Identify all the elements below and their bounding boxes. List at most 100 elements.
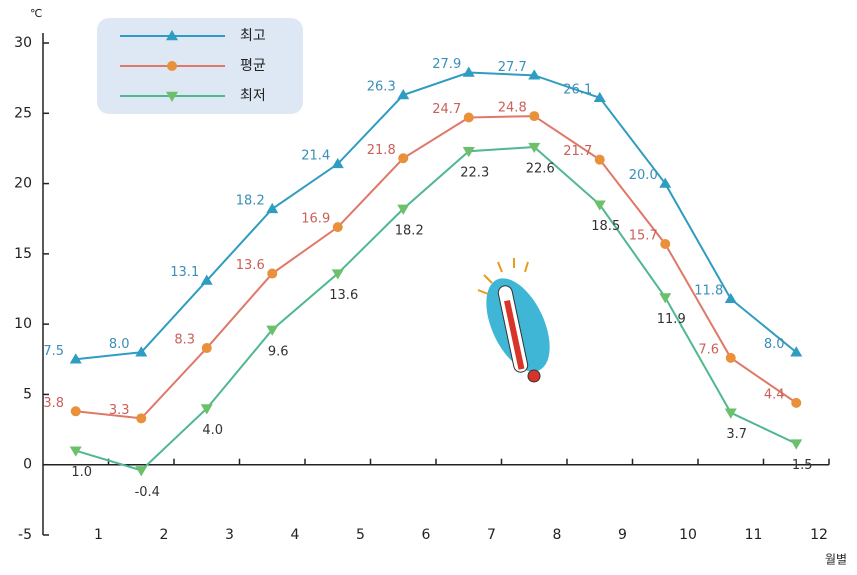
series-line: [75, 71, 797, 361]
marker: [167, 61, 177, 71]
data-label: 3.3: [109, 403, 130, 418]
legend-label: 평균: [240, 58, 266, 74]
y-tick-label: 25: [14, 105, 32, 121]
marker: [135, 466, 148, 477]
marker: [166, 30, 178, 41]
marker: [528, 142, 541, 154]
data-label: 1.0: [71, 465, 92, 480]
series-line: [75, 115, 797, 420]
marker: [528, 69, 541, 80]
marker: [200, 404, 213, 415]
y-tick-label: 0: [23, 457, 32, 473]
marker: [397, 204, 410, 215]
x-tick-label: 6: [422, 527, 431, 543]
x-tick-label: 11: [745, 527, 763, 543]
y-tick-label: 15: [14, 246, 32, 262]
marker: [332, 222, 343, 233]
marker: [724, 292, 737, 304]
x-axis-label: 월별: [825, 553, 847, 567]
data-label: 27.9: [432, 57, 461, 72]
data-label: 21.8: [367, 143, 396, 158]
marker: [594, 154, 605, 165]
y-tick-label: -5: [18, 527, 32, 543]
data-label: 8.3: [174, 333, 195, 348]
data-label: 4.0: [202, 423, 223, 438]
data-label: 7.6: [698, 342, 719, 357]
data-label: 4.4: [764, 387, 785, 402]
data-label: 3.8: [43, 396, 64, 411]
series-line: [75, 145, 797, 472]
marker: [70, 406, 81, 417]
data-label: 1.5: [792, 458, 813, 473]
marker: [397, 89, 410, 100]
legend-label: 최고: [240, 28, 266, 44]
data-label: 18.2: [236, 193, 265, 208]
y-tick-label: 30: [14, 35, 32, 51]
data-label: 22.6: [526, 162, 555, 177]
marker: [790, 439, 803, 450]
legend-label: 최저: [240, 88, 266, 104]
marker: [398, 153, 409, 164]
data-label: 11.9: [657, 312, 686, 327]
x-tick-label: 10: [679, 527, 697, 543]
marker: [166, 91, 178, 102]
x-tick-label: 3: [225, 527, 234, 543]
marker: [69, 353, 82, 364]
x-tick-label: 4: [291, 527, 300, 543]
marker: [593, 200, 606, 211]
marker: [267, 268, 278, 279]
data-label: 26.1: [563, 82, 592, 97]
marker: [529, 111, 540, 122]
data-label: 7.5: [43, 344, 64, 359]
data-label: 27.7: [498, 60, 527, 75]
marker: [266, 325, 279, 336]
data-label: 24.7: [432, 102, 461, 117]
data-label: 18.2: [395, 223, 424, 238]
x-tick-label: 9: [618, 527, 627, 543]
marker: [791, 397, 802, 408]
data-label: 13.6: [236, 258, 265, 273]
marker: [660, 239, 671, 250]
marker: [724, 408, 737, 419]
data-label: 22.3: [460, 166, 489, 181]
data-label: 16.9: [301, 212, 330, 227]
marker: [659, 293, 672, 304]
y-tick-label: 20: [14, 176, 32, 192]
data-label: 13.1: [170, 265, 199, 280]
marker: [593, 91, 606, 103]
y-tick-label: 5: [23, 386, 32, 402]
marker: [331, 269, 344, 280]
marker: [200, 274, 213, 285]
data-label: 15.7: [629, 229, 658, 244]
data-label: 9.6: [268, 344, 289, 359]
marker: [331, 157, 344, 169]
x-tick-label: 7: [487, 527, 496, 543]
y-unit: ℃: [30, 7, 42, 20]
data-label: 24.8: [498, 101, 527, 116]
y-tick-label: 10: [14, 316, 32, 332]
data-label: -0.4: [135, 485, 160, 500]
data-label: 20.0: [629, 168, 658, 183]
data-label: 13.6: [329, 288, 358, 303]
data-label: 8.0: [109, 337, 130, 352]
data-label: 8.0: [764, 337, 785, 352]
marker: [69, 446, 82, 457]
x-tick-label: 12: [810, 527, 828, 543]
marker: [266, 202, 279, 214]
data-label: 21.7: [563, 144, 592, 159]
marker: [462, 66, 475, 77]
x-tick-label: 8: [553, 527, 562, 543]
x-tick-label: 2: [160, 527, 169, 543]
data-label: 11.8: [694, 283, 723, 298]
marker: [790, 346, 803, 357]
data-label: 26.3: [367, 80, 396, 95]
marker: [659, 177, 672, 188]
marker: [201, 343, 212, 354]
data-label: 18.5: [591, 219, 620, 234]
data-label: 21.4: [301, 148, 330, 163]
data-label: 3.7: [726, 427, 747, 442]
x-tick-label: 5: [356, 527, 365, 543]
thermometer-icon: [477, 258, 550, 383]
marker: [725, 352, 736, 363]
